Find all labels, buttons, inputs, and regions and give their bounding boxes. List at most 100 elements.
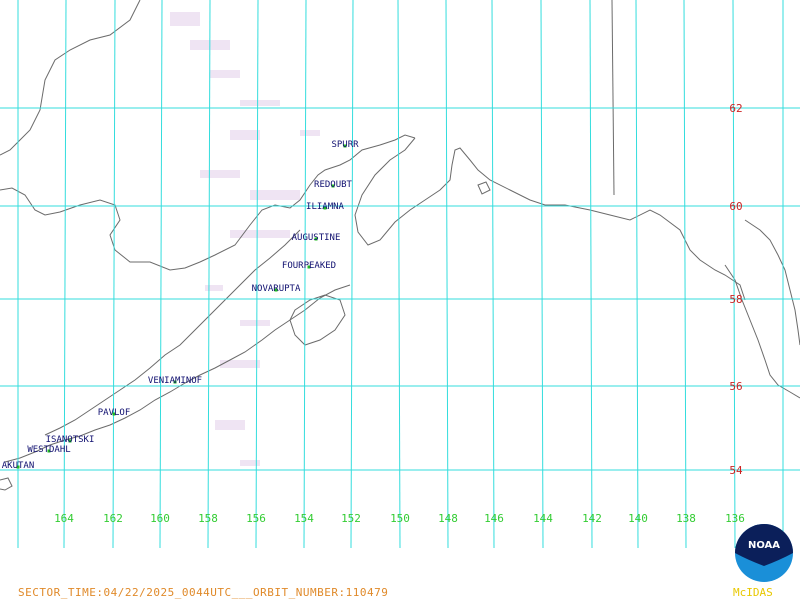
mcidas-caption: McIDAS	[733, 586, 773, 599]
volcano-label: ISANOTSKI	[46, 435, 95, 445]
volcano-label: REDOUBT	[314, 180, 353, 190]
lon-label-142: 142	[582, 512, 602, 525]
cloud-patch	[170, 12, 200, 26]
volcano-label: AUGUSTINE	[292, 233, 341, 243]
volcano-label: WESTDAHL	[27, 445, 70, 455]
volcano-markers: SPURR REDOUBT ILIAMNA AUGUSTINE FOURPEAKED NO…	[2, 140, 359, 471]
volcano-dot	[16, 465, 20, 469]
volcano-dot	[173, 380, 177, 384]
cloud-patch	[230, 230, 290, 238]
volcano-label: NOVARUPTA	[252, 284, 301, 294]
lon-line-156	[255, 0, 259, 549]
volcano-label: SPURR	[331, 140, 359, 150]
lon-line-164	[63, 0, 67, 549]
coastline-segment-1	[0, 134, 416, 271]
volcano-dot	[331, 184, 335, 188]
lon-line-142	[589, 0, 593, 549]
lat-label-56: 56	[729, 380, 742, 393]
lon-line-162	[112, 0, 116, 549]
lon-label-148: 148	[438, 512, 458, 525]
volcano-dot	[323, 206, 327, 210]
volcano-dot	[47, 449, 51, 453]
lon-label-146: 146	[484, 512, 504, 525]
lon-line-140	[635, 0, 639, 549]
lon-label-162: 162	[103, 512, 123, 525]
volcano-westdahl: WESTDAHL	[27, 445, 70, 455]
lon-line-144	[540, 0, 544, 549]
coastline-segment-0	[0, 0, 141, 156]
coastline-segment-2	[354, 137, 746, 301]
volcano-isanotski: ISANOTSKI	[46, 435, 95, 445]
lat-lon-grid	[0, 0, 800, 549]
volcano-dot	[314, 237, 318, 241]
noaa-logo-top	[735, 524, 793, 566]
lon-label-152: 152	[341, 512, 361, 525]
volcano-dot	[112, 412, 116, 416]
volcano-novarupta: NOVARUPTA	[252, 284, 301, 294]
sector-time-footer: SECTOR_TIME:04/22/2025_0044UTC___ORBIT_N…	[18, 586, 389, 599]
coastline-segment-9	[477, 181, 491, 195]
lon-label-160: 160	[150, 512, 170, 525]
lon-line-150	[397, 0, 401, 549]
coastline-segment-8	[724, 264, 800, 399]
lat-label-60: 60	[729, 200, 742, 213]
lon-line-148	[445, 0, 449, 549]
cloud-patch	[215, 420, 245, 430]
coastline-segment-10	[0, 477, 13, 491]
volcano-pavlof: PAVLOF	[98, 408, 131, 418]
volcano-dot	[343, 144, 347, 148]
volcano-label: AKUTAN	[2, 461, 35, 471]
lon-line-138	[683, 0, 687, 549]
lon-label-156: 156	[246, 512, 266, 525]
volcano-fourpeaked: FOURPEAKED	[282, 261, 336, 271]
coastline-segment-7	[744, 219, 800, 346]
cloud-patch	[230, 130, 260, 140]
cloud-patch	[205, 285, 223, 291]
cloud-patch	[200, 170, 240, 178]
volcano-akutan: AKUTAN	[2, 461, 35, 471]
volcano-label: FOURPEAKED	[282, 261, 336, 271]
lon-label-154: 154	[294, 512, 314, 525]
volcano-spurr: SPURR	[331, 140, 359, 150]
cloud-patch	[300, 130, 320, 136]
cloud-patch	[220, 360, 260, 368]
coastline-segment-3	[4, 284, 351, 463]
lon-line-154	[303, 0, 307, 549]
lon-label-150: 150	[390, 512, 410, 525]
volcano-dot	[274, 288, 278, 292]
coastline-segment-4	[44, 229, 301, 436]
lon-line-146	[491, 0, 495, 549]
volcano-label: VENIAMINOF	[148, 376, 202, 386]
lon-line-152	[350, 0, 354, 549]
lat-label-58: 58	[729, 293, 742, 306]
cloud-patch	[240, 460, 260, 466]
cloud-patch	[250, 190, 300, 200]
lon-line-160	[159, 0, 163, 549]
lon-label-144: 144	[533, 512, 553, 525]
lon-label-158: 158	[198, 512, 218, 525]
lon-line-158	[207, 0, 211, 549]
volcano-veniaminof: VENIAMINOF	[148, 376, 202, 386]
latitude-labels: 62 60 58 56 54	[729, 102, 743, 477]
volcano-dot	[68, 439, 72, 443]
cloud-patch	[240, 320, 270, 326]
volcano-label: PAVLOF	[98, 408, 131, 418]
volcano-dot	[307, 265, 311, 269]
cloud-patch	[240, 100, 280, 106]
lon-label-138: 138	[676, 512, 696, 525]
lon-label-164: 164	[54, 512, 74, 525]
noaa-emblem-text: NOAA	[748, 540, 780, 551]
noaa-logo: NOAA	[735, 524, 793, 582]
volcano-label: ILIAMNA	[306, 202, 345, 212]
cloud-patch	[210, 70, 240, 78]
lon-label-136: 136	[725, 512, 745, 525]
lon-label-140: 140	[628, 512, 648, 525]
longitude-labels: 164 162 160 158 156 154 152 150 148 146 144 142 140 1…	[54, 512, 745, 525]
lon-line-136	[732, 0, 736, 549]
volcano-redoubt: REDOUBT	[314, 180, 353, 190]
lat-label-62: 62	[729, 102, 742, 115]
coastline-segment-5	[289, 294, 346, 346]
volcano-iliamna: ILIAMNA	[306, 202, 345, 212]
coastline-segment-6	[611, 0, 615, 196]
